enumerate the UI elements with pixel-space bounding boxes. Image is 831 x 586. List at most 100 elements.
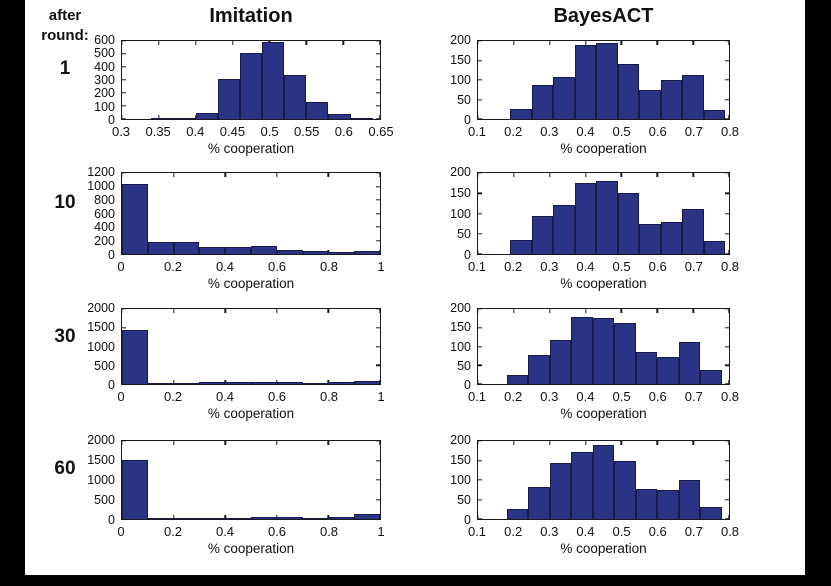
x-tick-mark: [477, 515, 479, 519]
y-tick-mark: [376, 66, 380, 68]
histogram-bar: [592, 318, 615, 384]
x-tick-mark: [549, 441, 551, 445]
x-tick-mark: [620, 173, 623, 177]
black-border-bottom: [0, 575, 831, 586]
y-tick-label: 200: [450, 301, 471, 315]
y-tick-mark: [376, 118, 380, 120]
y-tick-mark: [376, 185, 380, 188]
x-tick-label: 0.2: [163, 259, 183, 274]
x-tick-mark: [728, 41, 730, 45]
x-tick-mark: [549, 309, 551, 313]
histogram-bar: [682, 209, 704, 254]
y-tick-mark: [725, 308, 729, 310]
x-tick-mark: [342, 41, 344, 45]
x-tick-mark: [121, 41, 123, 45]
row-label-60: 60: [54, 458, 76, 479]
figure-panel: after round: Imitation BayesACT 1 10 30 …: [25, 0, 805, 575]
y-tick-label: 0: [464, 513, 471, 527]
y-tick-label: 1500: [87, 320, 115, 335]
y-tick-label: 400: [94, 220, 115, 235]
x-tick-label: 1: [377, 524, 385, 539]
x-tick-mark: [728, 309, 730, 313]
histogram-bar: [276, 517, 303, 519]
histogram-bar: [276, 249, 303, 254]
histogram-bar: [173, 241, 200, 254]
x-tick-mark: [379, 515, 381, 519]
y-tick-mark: [122, 40, 126, 42]
x-axis-label: % cooperation: [207, 406, 295, 421]
y-tick-mark: [122, 172, 126, 174]
x-tick-label: 0.45: [219, 124, 246, 139]
histogram-bar: [328, 516, 355, 519]
x-tick-mark: [728, 173, 730, 177]
y-tick-label: 50: [457, 493, 471, 507]
x-tick-label: 0.8: [319, 524, 339, 539]
column-title-bayesact: BayesACT: [553, 5, 654, 27]
histogram-bar: [700, 369, 722, 384]
histogram-bar: [506, 375, 529, 384]
histogram-bar: [225, 517, 251, 519]
y-tick-mark: [376, 459, 380, 462]
histogram-bar: [510, 109, 532, 119]
x-axis-label: % cooperation: [207, 276, 295, 291]
histogram-bar: [251, 246, 277, 254]
y-tick-label: 600: [94, 33, 115, 47]
x-tick-label: 0.7: [684, 124, 703, 139]
x-tick-mark: [620, 441, 623, 445]
y-tick-label: 200: [94, 234, 115, 249]
y-tick-mark: [478, 192, 482, 194]
x-tick-label: 0.6: [334, 124, 353, 139]
y-tick-label: 1000: [87, 339, 115, 354]
x-tick-mark: [728, 441, 730, 445]
y-tick-mark: [478, 212, 482, 215]
y-tick-mark: [376, 345, 380, 348]
x-tick-mark: [224, 441, 226, 445]
y-tick-mark: [478, 118, 482, 120]
x-tick-label: 0.3: [540, 389, 559, 404]
histogram-bar: [635, 352, 658, 384]
x-tick-label: 0.8: [319, 259, 339, 274]
y-tick-label: 200: [450, 33, 471, 47]
x-tick-mark: [584, 173, 587, 177]
histogram-bar: [510, 239, 532, 254]
row-header-line1: after: [48, 7, 82, 24]
x-tick-label: 0.6: [648, 124, 667, 139]
x-tick-mark: [692, 173, 694, 177]
x-tick-mark: [172, 173, 175, 177]
y-tick-label: 2000: [87, 301, 115, 315]
histogram-bayesact-round-60: 0.1 0.2 0.3 0.4 0.5 0.6 0.7 0.8 0 50 100 150 200 % co…: [450, 433, 739, 556]
x-tick-label: 0.6: [267, 259, 287, 274]
histogram-bar: [574, 183, 597, 254]
x-tick-mark: [379, 41, 381, 45]
y-tick-mark: [478, 59, 482, 62]
histogram-bar: [617, 64, 640, 119]
histogram-bar: [173, 117, 196, 119]
y-tick-mark: [122, 383, 126, 385]
x-tick-mark: [584, 441, 587, 445]
x-tick-mark: [276, 515, 278, 519]
y-tick-mark: [725, 479, 729, 481]
x-tick-mark: [584, 309, 587, 313]
x-tick-mark: [172, 515, 175, 519]
y-tick-label: 150: [450, 185, 471, 200]
histogram-bar: [596, 42, 618, 119]
x-tick-mark: [158, 115, 160, 119]
y-tick-mark: [376, 53, 380, 55]
histogram-bar: [199, 246, 226, 254]
x-tick-mark: [327, 441, 330, 445]
histogram-bar: [199, 382, 226, 384]
x-tick-label: 0.8: [720, 124, 740, 139]
y-tick-label: 500: [94, 358, 115, 373]
y-tick-mark: [725, 233, 729, 235]
histogram-bar: [199, 517, 226, 519]
x-tick-label: 0.8: [720, 389, 740, 404]
x-axis-label: % cooperation: [560, 541, 647, 556]
x-tick-mark: [379, 380, 381, 384]
y-tick-mark: [478, 233, 482, 235]
x-tick-mark: [379, 309, 381, 313]
histogram-bar: [147, 241, 174, 254]
x-tick-mark: [513, 173, 515, 177]
x-tick-mark: [121, 173, 123, 177]
x-tick-label: 0.4: [186, 124, 205, 139]
histogram-bar: [528, 355, 550, 384]
